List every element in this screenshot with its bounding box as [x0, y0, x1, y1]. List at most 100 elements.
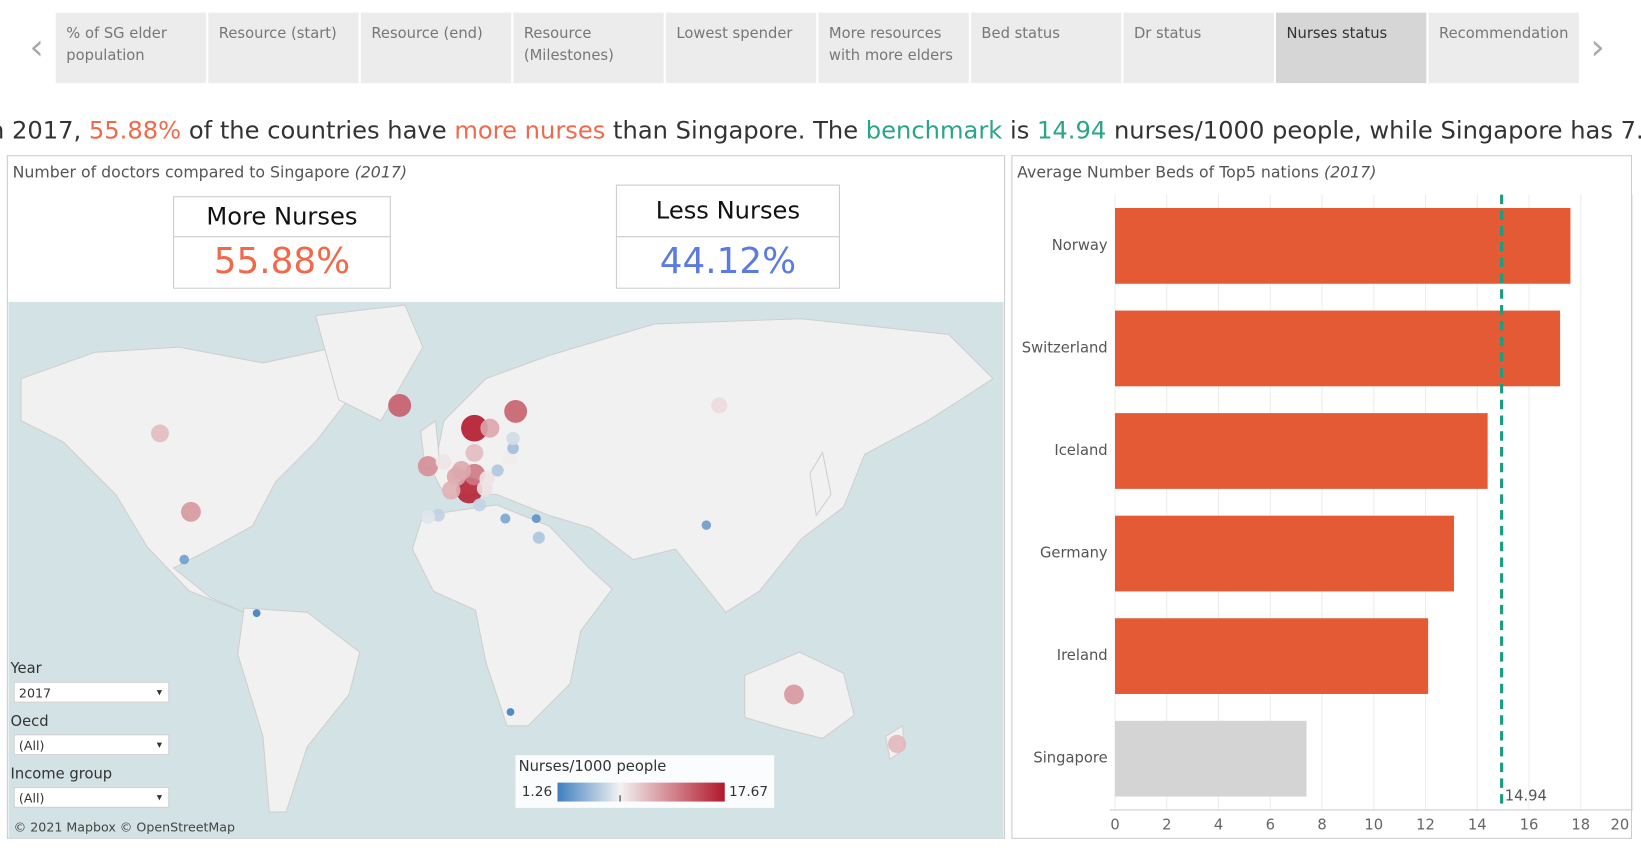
kpi-value: 55.88%	[214, 241, 350, 282]
map-point[interactable]	[507, 442, 519, 455]
tab[interactable]: More resources with more elders	[818, 12, 969, 84]
tab[interactable]: Recommendation	[1428, 12, 1579, 84]
map-point[interactable]	[179, 554, 190, 565]
x-tick-label: 18	[1571, 817, 1590, 834]
tab[interactable]: Resource (Milestones)	[513, 12, 664, 84]
headline-part: than Singapore. The	[605, 116, 865, 144]
y-tick-label: Germany	[1040, 545, 1108, 562]
map-point[interactable]	[151, 424, 169, 443]
map-point[interactable]	[500, 513, 511, 524]
kpi-value: 44.12%	[660, 241, 796, 282]
map-title-year: (2017)	[355, 162, 407, 181]
kpi-less: Less Nurses 44.12%	[615, 184, 840, 289]
y-tick-label: Norway	[1052, 237, 1108, 254]
bar[interactable]	[1115, 515, 1454, 592]
bar[interactable]	[1115, 413, 1488, 489]
filters: Year 2017 Oecd (All) Income group (All)	[11, 661, 179, 819]
bar-chart: 0 2 4 6 8 10 12 14 16 18 20 Norway Switzerland Icelan…	[1022, 194, 1634, 834]
map-point[interactable]	[435, 454, 452, 470]
y-tick-label: Ireland	[1057, 647, 1108, 664]
tab[interactable]: Nurses status	[1275, 12, 1427, 84]
headline-part: 14.94	[1037, 116, 1106, 144]
headline-part: is	[1002, 116, 1037, 144]
bar[interactable]	[1115, 720, 1307, 797]
x-tick-label: 2	[1162, 817, 1171, 834]
legend-max: 17.67	[729, 784, 768, 800]
legend-ramp	[557, 782, 725, 802]
tab[interactable]: Dr status	[1123, 12, 1274, 84]
y-tick-label: Singapore	[1033, 750, 1107, 767]
headline-part: In 2017,	[0, 116, 89, 144]
map-point[interactable]	[888, 734, 907, 753]
x-tick-label: 10	[1364, 817, 1383, 834]
bar[interactable]	[1115, 310, 1561, 387]
x-tick-label: 4	[1214, 817, 1223, 834]
map-point[interactable]	[506, 708, 515, 716]
map-point[interactable]	[473, 498, 487, 512]
bar-title-year: (2017)	[1324, 162, 1376, 181]
headline-part: more nurses	[454, 116, 605, 144]
map-points	[151, 393, 907, 753]
prev-arrow[interactable]: ‹	[29, 26, 44, 69]
map-point[interactable]	[465, 443, 484, 462]
map-point[interactable]	[431, 508, 445, 522]
map-point[interactable]	[180, 501, 201, 522]
map	[8, 301, 1004, 839]
map-point[interactable]	[461, 414, 488, 442]
tab[interactable]: % of SG elder population	[55, 12, 207, 84]
y-tick-label: Switzerland	[1022, 339, 1108, 356]
headline-part: nurses/1000 people, while Singapore has …	[1106, 116, 1641, 144]
map-point[interactable]	[506, 431, 520, 446]
legend-title: Nurses/1000 people	[519, 758, 667, 775]
tab[interactable]: Lowest spender	[665, 12, 817, 84]
tab[interactable]: Resource (start)	[208, 12, 359, 84]
filter-dropdown[interactable]: 2017	[13, 681, 170, 704]
headline-part: 55.88%	[89, 116, 181, 144]
filter-label: Year	[10, 660, 42, 678]
map-attribution: © 2021 Mapbox © OpenStreetMap	[14, 819, 235, 834]
map-point[interactable]	[784, 684, 804, 705]
reference-label: 14.94	[1505, 787, 1547, 804]
kpi-label: More Nurses	[206, 203, 357, 231]
map-point[interactable]	[388, 393, 412, 417]
bar-title-text: Average Number Beds of Top5 nations	[1017, 162, 1319, 181]
filter-label: Oecd	[10, 713, 49, 731]
map-point[interactable]	[417, 456, 439, 477]
map-point[interactable]	[711, 397, 728, 414]
next-arrow[interactable]: ›	[1590, 26, 1605, 69]
bar[interactable]	[1115, 208, 1571, 284]
x-tick-label: 14	[1468, 817, 1487, 834]
tab[interactable]: Bed status	[970, 12, 1122, 84]
y-tick-label: Iceland	[1054, 442, 1107, 459]
headline-part: of the countries have	[181, 116, 454, 144]
map-point[interactable]	[504, 399, 528, 423]
kpi-more: More Nurses 55.88%	[173, 196, 391, 289]
kpi-label: Less Nurses	[656, 196, 800, 224]
map-point[interactable]	[491, 464, 504, 477]
map-legend: Nurses/1000 people 1.26 17.67	[515, 755, 775, 808]
legend-min: 1.26	[522, 784, 552, 800]
filter-dropdown[interactable]: (All)	[13, 734, 170, 756]
x-tick-label: 6	[1266, 817, 1275, 834]
bar[interactable]	[1115, 618, 1429, 694]
headline-part: benchmark	[866, 116, 1003, 144]
map-title: Number of doctors compared to Singapore …	[13, 162, 407, 181]
filter-dropdown[interactable]: (All)	[13, 786, 170, 809]
map-point[interactable]	[420, 509, 436, 524]
map-point[interactable]	[252, 609, 261, 618]
map-point[interactable]	[480, 418, 500, 438]
x-tick-label: 0	[1110, 817, 1119, 834]
map-point[interactable]	[532, 531, 545, 544]
x-tick-label: 20	[1611, 817, 1630, 834]
map-title-text: Number of doctors compared to Singapore	[13, 162, 350, 181]
map-point[interactable]	[479, 470, 496, 487]
tab[interactable]: Resource (end)	[360, 12, 512, 84]
x-tick-label: 12	[1416, 817, 1435, 834]
x-tick-label: 16	[1520, 817, 1539, 834]
map-point[interactable]	[531, 514, 541, 524]
map-point[interactable]	[441, 481, 461, 500]
map-point[interactable]	[701, 520, 712, 530]
headline: In 2017, 55.88% of the countries have mo…	[0, 116, 1641, 144]
